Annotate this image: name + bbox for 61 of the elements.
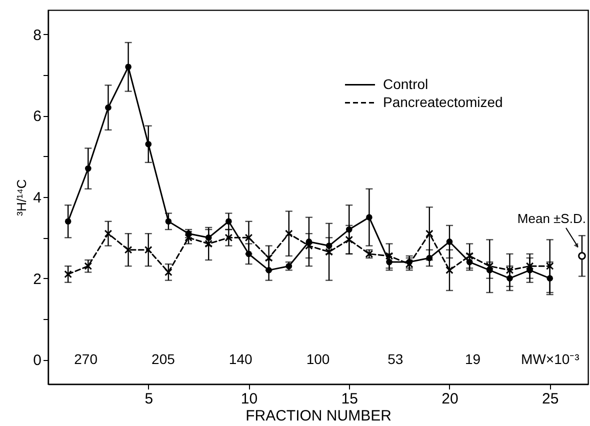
x-tick-label: 20 <box>442 390 458 408</box>
annotation: MW×10⁻³ <box>521 351 580 367</box>
point <box>226 218 232 225</box>
x-tick-label: 25 <box>542 390 559 408</box>
point <box>264 254 273 262</box>
point <box>366 214 372 220</box>
x-axis-title: FRACTION NUMBER <box>246 408 392 424</box>
point <box>204 240 213 248</box>
annotation: 140 <box>228 351 252 367</box>
annotation: 19 <box>465 351 481 367</box>
point <box>224 234 233 242</box>
point <box>64 218 72 225</box>
point <box>124 246 132 254</box>
point <box>446 266 454 274</box>
point <box>578 252 586 260</box>
x-tick-label: 15 <box>341 390 358 408</box>
point <box>426 254 433 262</box>
y-tick-label: 2 <box>33 270 42 288</box>
annotation: 270 <box>74 351 98 367</box>
point <box>165 218 172 225</box>
point <box>325 248 333 256</box>
point <box>546 275 554 282</box>
annotation: 205 <box>152 351 176 367</box>
point <box>426 230 434 238</box>
annotation: 53 <box>388 351 404 367</box>
point <box>125 64 132 70</box>
point <box>105 104 112 111</box>
y-tick-label: 4 <box>33 190 42 206</box>
point <box>346 226 352 233</box>
y-tick-label: 0 <box>33 352 42 370</box>
x-tick-label: 10 <box>240 390 258 408</box>
point <box>84 165 92 172</box>
point <box>244 234 253 242</box>
point <box>326 242 332 249</box>
legend-label: Control <box>383 76 428 92</box>
point <box>284 230 293 238</box>
point <box>386 258 392 266</box>
y-axis-title: ³H/¹⁴C <box>14 179 30 216</box>
point <box>205 234 212 241</box>
point <box>184 234 192 242</box>
point <box>506 275 513 282</box>
point <box>104 230 112 238</box>
point <box>466 258 473 266</box>
point <box>246 250 252 258</box>
x-tick-label: 5 <box>144 390 154 408</box>
point <box>446 238 453 245</box>
point <box>164 268 172 276</box>
point <box>84 262 92 270</box>
point <box>405 260 414 268</box>
y-tick-label: 6 <box>33 108 42 126</box>
point <box>345 236 354 244</box>
point <box>266 267 272 274</box>
y-tick-label: 8 <box>33 26 42 44</box>
annotation: 100 <box>306 351 330 367</box>
legend-label: Pancreatectomized <box>383 94 503 110</box>
point <box>64 270 72 278</box>
point <box>526 262 534 270</box>
point <box>305 242 313 250</box>
point <box>145 140 152 148</box>
point <box>144 246 152 254</box>
annotation: Mean ±S.D. <box>517 210 586 226</box>
